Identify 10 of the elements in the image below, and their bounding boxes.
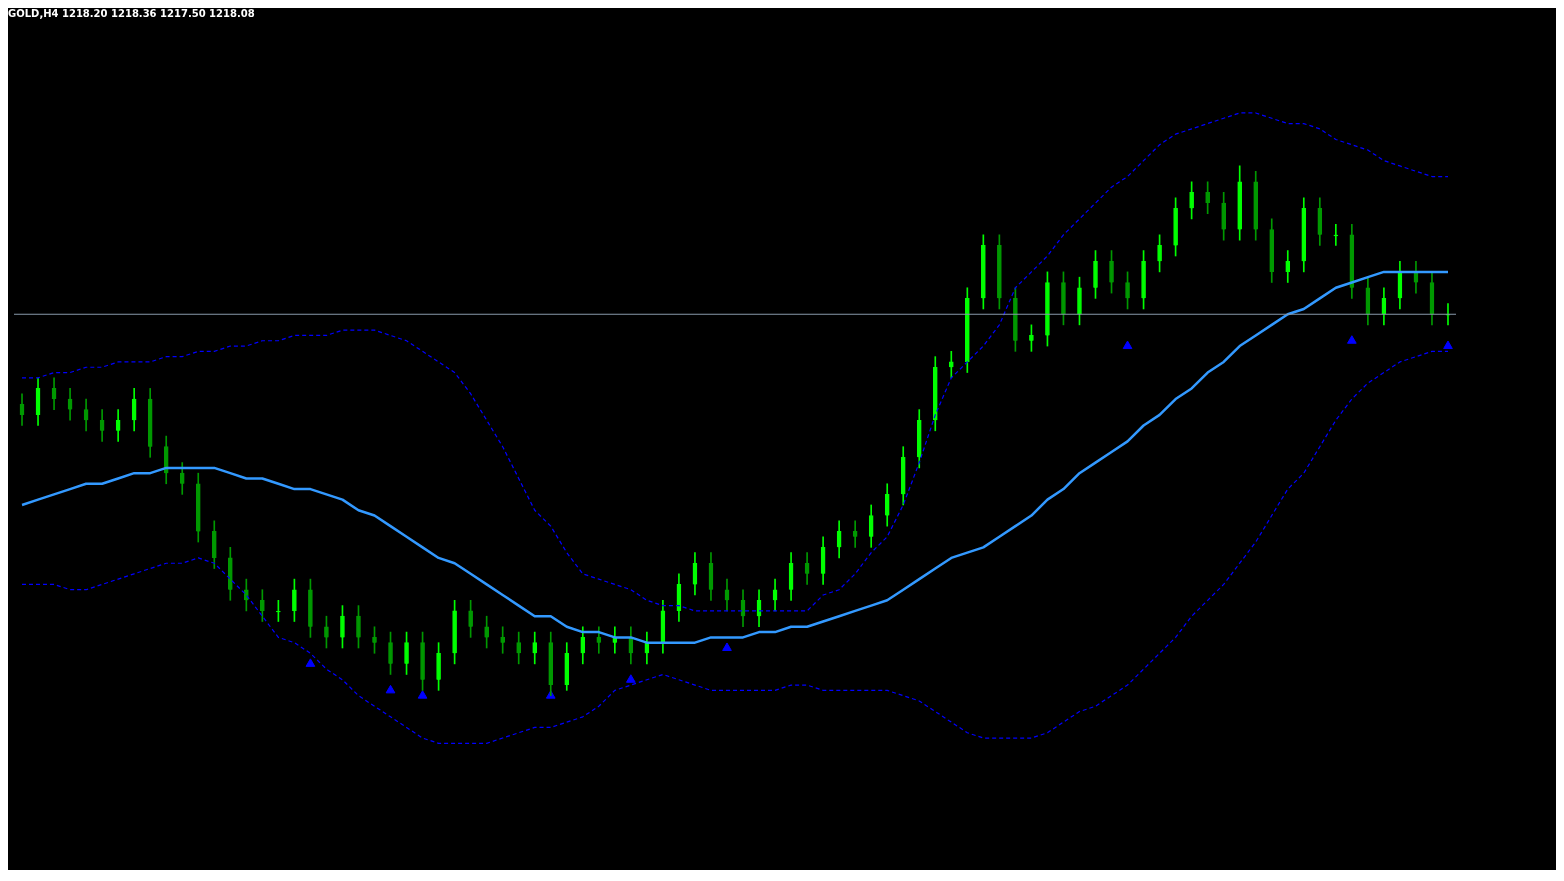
point [417,690,428,699]
point [385,684,396,694]
chart-title: GOLD,H4 1218.20 1218.36 1217.50 1218.08 [8,7,255,19]
point [1122,340,1133,350]
point [722,642,732,651]
point [1347,335,1357,344]
candlestick [276,599,281,622]
point [305,658,316,667]
point [1443,340,1453,350]
point [626,674,636,683]
